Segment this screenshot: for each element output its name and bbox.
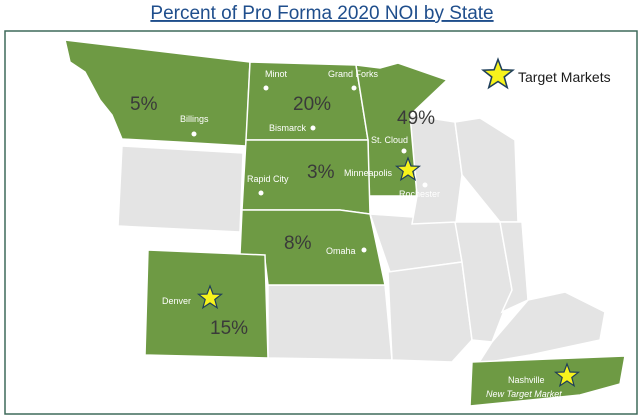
- state: [267, 284, 393, 361]
- state-share: 49%: [397, 108, 435, 129]
- state-share: 3%: [307, 162, 335, 183]
- state: [387, 261, 473, 363]
- note: New Target Market: [486, 389, 562, 399]
- state-share: 20%: [293, 94, 331, 115]
- city-label: Omaha: [326, 246, 356, 256]
- city-label: Minneapolis: [344, 168, 393, 178]
- city-label: Billings: [180, 114, 209, 124]
- state: [499, 221, 529, 314]
- city-label: Nashville: [508, 375, 545, 385]
- target-star: [394, 156, 422, 182]
- city-dot: [351, 85, 357, 91]
- city-dot: [401, 148, 407, 154]
- target-star: [553, 362, 581, 388]
- city-label: Rochester: [399, 189, 440, 199]
- state: [409, 114, 463, 225]
- city-dot: [310, 125, 316, 131]
- city-dot: [263, 85, 269, 91]
- city-dots: [191, 85, 428, 253]
- state-share: 15%: [210, 318, 248, 339]
- city-label: Denver: [162, 296, 191, 306]
- title: Percent of Pro Forma 2020 NOI by State: [150, 3, 493, 24]
- city-label: Grand Forks: [328, 69, 379, 79]
- stars: [196, 57, 581, 388]
- city-dot: [191, 131, 197, 137]
- map: [64, 39, 626, 407]
- city-label: Minot: [265, 69, 288, 79]
- legend-label: Target Markets: [518, 69, 611, 85]
- city-label: St. Cloud: [371, 135, 408, 145]
- target-star: [196, 284, 224, 310]
- city-dot: [258, 190, 264, 196]
- city-label: Bismarck: [269, 123, 307, 133]
- state: [117, 145, 244, 233]
- city-label: Rapid City: [247, 174, 289, 184]
- state-share: 5%: [130, 94, 158, 115]
- state: [469, 355, 626, 407]
- city-dot: [361, 247, 367, 253]
- state-share: 8%: [284, 233, 312, 254]
- city-dot: [422, 182, 428, 188]
- legend-star: [481, 57, 515, 90]
